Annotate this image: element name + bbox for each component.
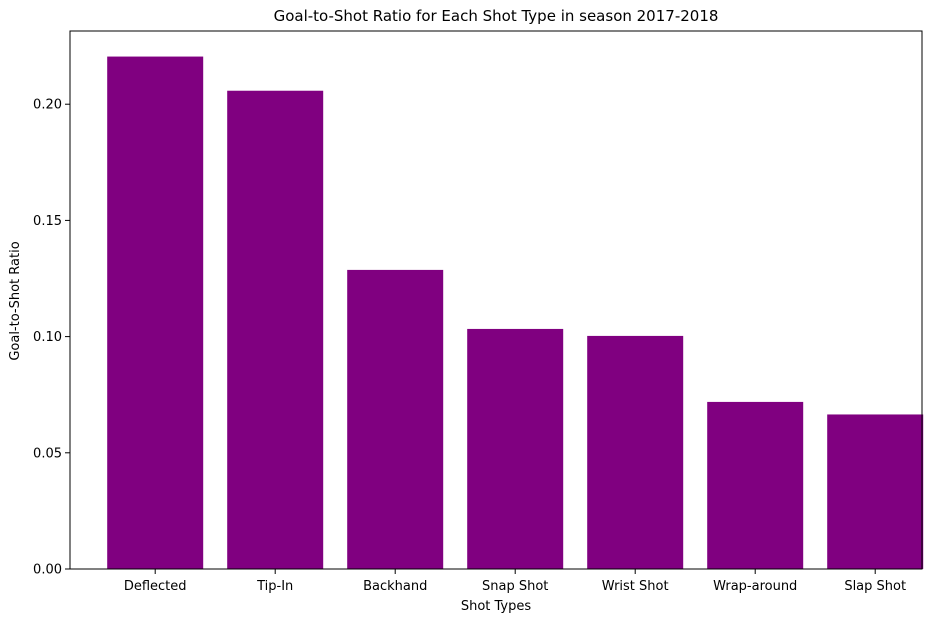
x-tick-label: Wrap-around [713,579,797,594]
x-tick-label: Backhand [363,579,427,594]
bar [827,414,924,569]
x-axis-label: Shot Types [461,599,532,614]
x-tick-label: Slap Shot [844,579,906,594]
chart-title: Goal-to-Shot Ratio for Each Shot Type in… [274,7,719,25]
bar [467,328,564,569]
bar [707,401,804,569]
y-tick-label: 0.00 [33,563,62,578]
y-tick-label: 0.20 [33,98,62,113]
bar [227,90,324,569]
x-tick-label: Snap Shot [482,579,548,594]
axes-frame [69,30,923,570]
y-axis-label: Goal-to-Shot Ratio [8,241,23,360]
y-tick-label: 0.15 [33,214,62,229]
x-tick-label: Deflected [124,579,187,594]
y-tick-label: 0.05 [33,446,62,461]
axes: 0.00 0.05 0.10 0.15 0.20 Deflected Tip-In Backh… [33,30,923,594]
bar [347,269,444,569]
bar [587,335,684,569]
y-tick-label: 0.10 [33,330,62,345]
bar-group [107,56,924,570]
x-tick-label: Tip-In [256,579,293,594]
bar [107,56,204,570]
x-tick-label: Wrist Shot [602,579,669,594]
